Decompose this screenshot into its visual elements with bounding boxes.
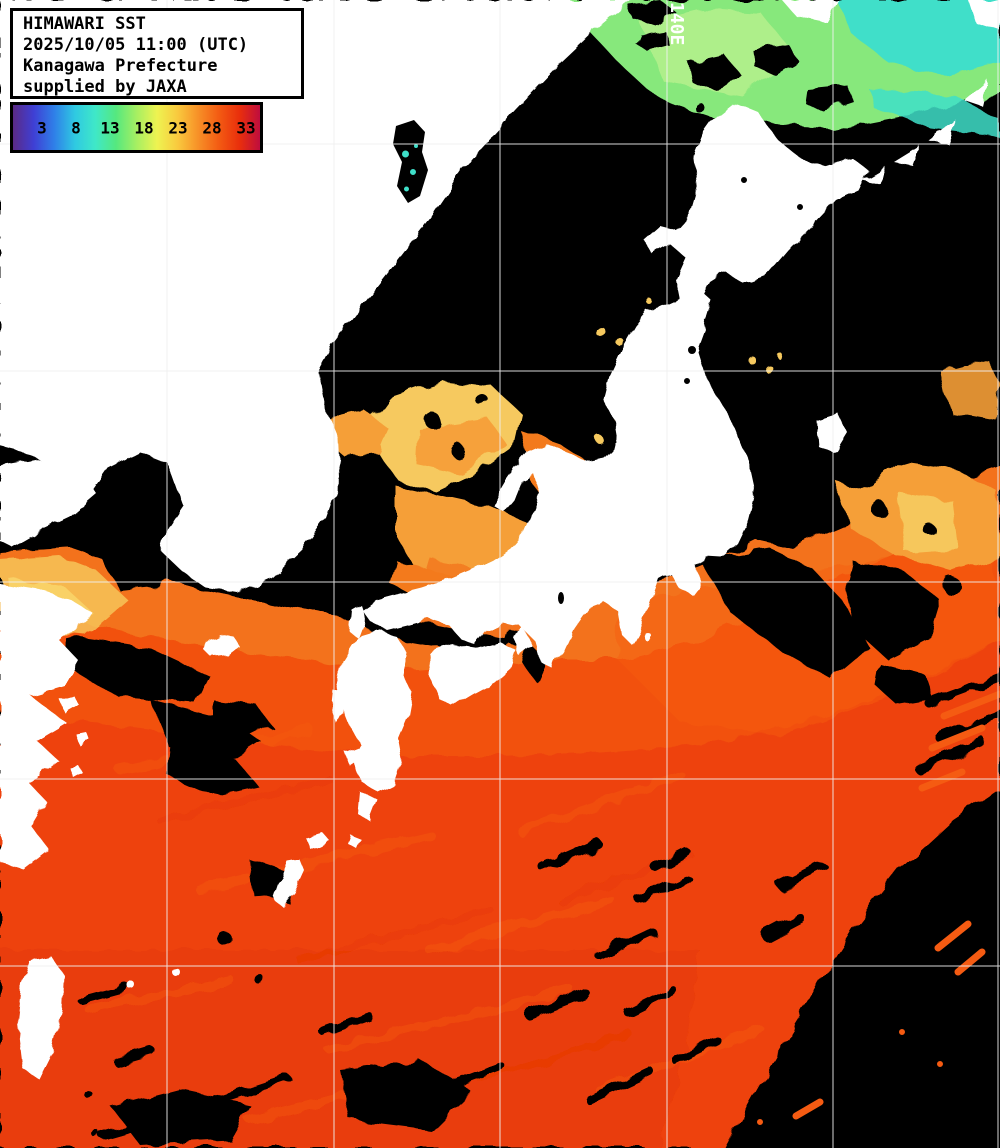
sst-texture-dark-streaks — [156, 776, 694, 1084]
cloud-green-band-holes — [628, 0, 854, 120]
sst-patch-right-edge — [942, 360, 1000, 420]
cloud-southeast-mass — [724, 792, 1000, 1148]
land-kyushu — [336, 630, 412, 848]
cloud-mid-orange-holes — [845, 560, 961, 706]
colorbar-tick: 13 — [100, 118, 120, 137]
colorbar-tick: 18 — [134, 118, 154, 137]
land-taiwan — [18, 957, 64, 1078]
cold-island-cyan-specks — [402, 144, 418, 192]
land-honshu — [362, 290, 755, 668]
map-title: HIMAWARI SST — [23, 14, 146, 34]
land-sado — [644, 413, 847, 641]
land-jeju — [204, 635, 240, 658]
land-kyushu-west-islands — [306, 605, 366, 850]
grid-label-140e: 140E — [666, 2, 687, 45]
cloud-ecs-bits — [86, 858, 470, 1145]
sst-patch-coastal-orange-band — [0, 466, 1000, 672]
land-coastal-islands — [60, 696, 90, 778]
sst-patch-north-cyan-streak — [868, 88, 1000, 136]
land-kuril-islands — [782, 0, 1000, 184]
grid-label-40n: 40N — [5, 352, 38, 373]
land-shandong — [0, 380, 97, 547]
colorbar-tick: 23 — [168, 118, 188, 137]
map-credit: supplied by JAXA — [23, 77, 187, 97]
sst-patch-north-cyan-corner — [836, 0, 1000, 76]
land-hokkaido — [644, 103, 868, 306]
cloud-ecs-west-cluster — [64, 636, 272, 796]
cold-island-blob — [393, 120, 428, 203]
land-shikoku — [428, 628, 531, 706]
title-info-box: HIMAWARI SST 2025/10/05 11:00 (UTC) Kana… — [10, 8, 304, 99]
map-region: Kanagawa Prefecture — [23, 56, 218, 76]
land-okinawa — [126, 860, 304, 988]
sst-patch-north-lime — [640, 8, 798, 96]
colorbar-gradient — [13, 105, 260, 150]
sst-islets-in-cloud — [757, 690, 1000, 1125]
colorbar-tick: 33 — [236, 118, 256, 137]
sst-patch-tohoku-east-core — [898, 492, 958, 552]
colorbar-tick: 3 — [37, 118, 47, 137]
temperature-colorbar: 3 8 13 18 23 28 33 — [10, 102, 263, 153]
land-china-coast — [0, 584, 93, 869]
land-detail-layer — [393, 106, 803, 604]
colorbar-tick: 8 — [71, 118, 81, 137]
cloud-kanto-east — [700, 432, 902, 680]
sst-patch-sj-west — [326, 412, 388, 456]
map-datetime: 2025/10/05 11:00 (UTC) — [23, 35, 249, 55]
sst-islet-streaks — [792, 690, 1000, 1120]
grid-label-35n: 35N — [8, 760, 41, 781]
cloud-streaks — [77, 673, 1000, 1141]
colorbar-tick: 28 — [202, 118, 222, 137]
